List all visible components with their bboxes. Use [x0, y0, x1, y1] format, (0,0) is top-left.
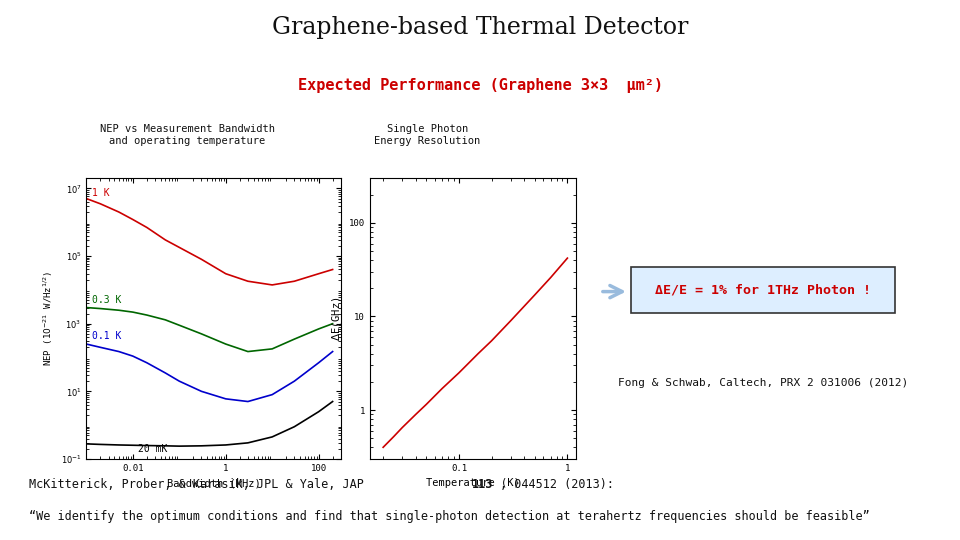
X-axis label: Bandwidth (MHz): Bandwidth (MHz) — [167, 478, 260, 488]
Text: McKitterick, Prober, & Karasik, JPL & Yale, JAP: McKitterick, Prober, & Karasik, JPL & Ya… — [29, 478, 371, 491]
Text: Single Photon
Energy Resolution: Single Photon Energy Resolution — [374, 124, 480, 146]
Y-axis label: $\Delta$E(GHz): $\Delta$E(GHz) — [330, 296, 343, 341]
Text: Expected Performance (Graphene 3×3  μm²): Expected Performance (Graphene 3×3 μm²) — [298, 78, 662, 93]
Text: ΔE/E = 1% for 1THz Photon !: ΔE/E = 1% for 1THz Photon ! — [655, 284, 871, 297]
Text: Fong & Schwab, Caltech, PRX 2 031006 (2012): Fong & Schwab, Caltech, PRX 2 031006 (20… — [618, 378, 908, 388]
Text: 20 mK: 20 mK — [138, 444, 167, 454]
Text: , 044512 (2013):: , 044512 (2013): — [500, 478, 614, 491]
X-axis label: Temperature (K): Temperature (K) — [426, 478, 519, 488]
Text: 1 K: 1 K — [92, 188, 109, 198]
Text: 113: 113 — [472, 478, 493, 491]
Text: 0.1 K: 0.1 K — [92, 331, 121, 341]
Text: 0.3 K: 0.3 K — [92, 295, 121, 305]
FancyArrowPatch shape — [603, 286, 622, 298]
Text: NEP vs Measurement Bandwidth
and operating temperature: NEP vs Measurement Bandwidth and operati… — [100, 124, 275, 146]
Y-axis label: NEP ($10^{-21}$ W/Hz$^{1/2}$): NEP ($10^{-21}$ W/Hz$^{1/2}$) — [42, 271, 56, 366]
Text: Graphene-based Thermal Detector: Graphene-based Thermal Detector — [272, 16, 688, 39]
Text: “We identify the optimum conditions and find that single-photon detection at ter: “We identify the optimum conditions and … — [29, 510, 870, 523]
